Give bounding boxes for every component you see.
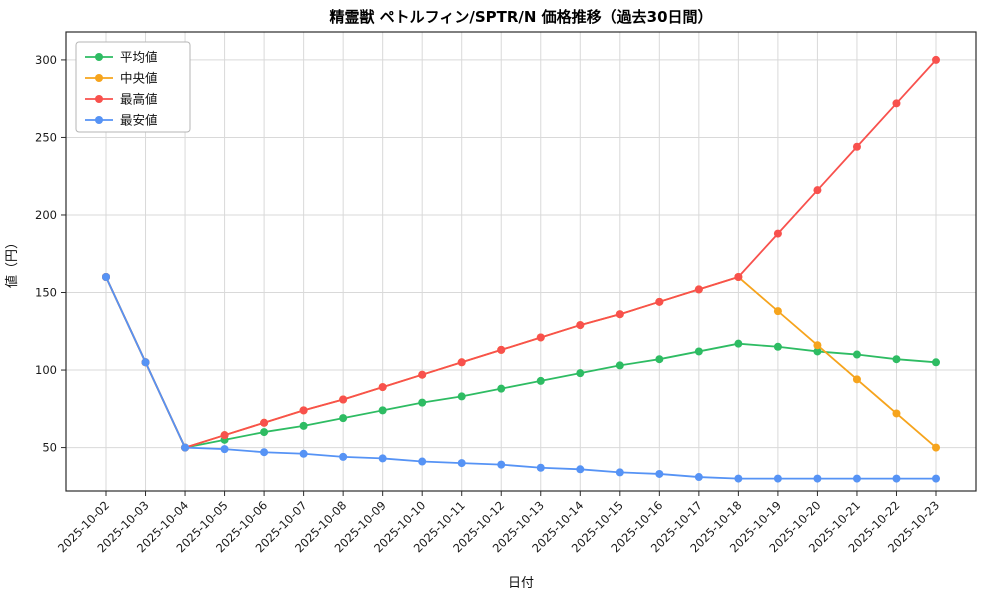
series-marker-平均値 xyxy=(339,414,348,423)
series-marker-最高値 xyxy=(260,418,269,427)
series-marker-平均値 xyxy=(615,361,624,370)
series-marker-最安値 xyxy=(694,473,703,482)
series-marker-最高値 xyxy=(615,310,624,319)
series-marker-最高値 xyxy=(773,229,782,238)
series-marker-最高値 xyxy=(655,297,664,306)
series-marker-最高値 xyxy=(418,370,427,379)
legend xyxy=(75,41,191,133)
series-marker-平均値 xyxy=(497,384,506,393)
series-marker-平均値 xyxy=(655,355,664,364)
series-marker-中央値 xyxy=(932,443,940,452)
series-marker-最安値 xyxy=(655,469,664,478)
series-marker-平均値 xyxy=(576,369,585,378)
legend-label-平均値: 平均値 xyxy=(120,50,158,65)
y-tick-label: 150 xyxy=(35,286,57,300)
series-marker-最高値 xyxy=(497,345,506,354)
series-line-平均値 xyxy=(105,276,937,449)
legend-marker-中央値 xyxy=(95,74,103,82)
y-tick-label: 50 xyxy=(42,441,57,455)
series-marker-平均値 xyxy=(299,421,308,430)
series-marker-最安値 xyxy=(378,454,387,463)
series-marker-平均値 xyxy=(260,428,269,437)
series-marker-最安値 xyxy=(932,474,940,483)
series-marker-最高値 xyxy=(932,55,940,64)
series-marker-最高値 xyxy=(813,186,822,195)
legend-label-最安値: 最安値 xyxy=(120,113,158,128)
series-marker-平均値 xyxy=(536,376,545,385)
series-marker-平均値 xyxy=(457,392,466,401)
series-marker-最高値 xyxy=(457,358,466,367)
series-marker-最安値 xyxy=(141,358,150,367)
series-marker-最安値 xyxy=(497,460,506,469)
series-marker-最高値 xyxy=(220,431,229,440)
series-marker-平均値 xyxy=(418,398,427,407)
legend-label-最高値: 最高値 xyxy=(120,92,158,107)
series-line-中央値 xyxy=(105,276,937,449)
series-marker-最高値 xyxy=(694,285,703,294)
y-tick-label: 250 xyxy=(35,130,57,144)
series-marker-最安値 xyxy=(892,474,901,483)
series-marker-平均値 xyxy=(892,355,901,364)
y-tick-label: 200 xyxy=(35,208,57,222)
series-marker-最安値 xyxy=(615,468,624,477)
series-marker-最高値 xyxy=(852,142,861,151)
legend-marker-最高値 xyxy=(95,95,103,103)
series-marker-中央値 xyxy=(773,307,782,316)
series-marker-最高値 xyxy=(299,406,308,415)
series-marker-最安値 xyxy=(418,457,427,466)
series-marker-最安値 xyxy=(181,443,190,452)
series-marker-最安値 xyxy=(339,452,348,461)
plot-frame xyxy=(65,31,977,492)
series-marker-最安値 xyxy=(773,474,782,483)
plot-area: 501001502002503002025-10-022025-10-03202… xyxy=(35,31,977,555)
series-marker-中央値 xyxy=(852,375,861,384)
y-axis-label: 値（円） xyxy=(4,236,20,288)
series-marker-平均値 xyxy=(694,347,703,356)
series-marker-最高値 xyxy=(378,383,387,392)
series-marker-最安値 xyxy=(576,465,585,474)
series-marker-最安値 xyxy=(102,273,110,282)
series-marker-中央値 xyxy=(813,341,822,350)
series-marker-最安値 xyxy=(457,459,466,468)
series-marker-最安値 xyxy=(299,449,308,458)
series-marker-中央値 xyxy=(892,409,901,418)
series-marker-最高値 xyxy=(536,333,545,342)
legend-label-中央値: 中央値 xyxy=(120,71,158,86)
series-marker-平均値 xyxy=(378,406,387,415)
series-marker-最安値 xyxy=(852,474,861,483)
series-marker-平均値 xyxy=(932,358,940,367)
series-marker-平均値 xyxy=(852,350,861,359)
series-marker-最高値 xyxy=(576,321,585,330)
series-marker-最安値 xyxy=(734,474,743,483)
series-marker-最安値 xyxy=(260,448,269,457)
series-marker-最高値 xyxy=(734,273,743,282)
series-line-最安値 xyxy=(105,276,937,480)
series-marker-最高値 xyxy=(339,395,348,404)
series-marker-最安値 xyxy=(536,463,545,472)
series-marker-最安値 xyxy=(220,445,229,454)
chart-title: 精霊獣 ペトルフィン/SPTR/N 価格推移（過去30日間） xyxy=(329,8,712,26)
legend-marker-平均値 xyxy=(95,53,103,61)
y-tick-label: 100 xyxy=(35,363,57,377)
x-axis-label: 日付 xyxy=(508,576,534,591)
series-marker-最高値 xyxy=(892,99,901,108)
series-marker-平均値 xyxy=(773,342,782,351)
y-tick-label: 300 xyxy=(35,53,57,67)
legend-marker-最安値 xyxy=(95,116,103,124)
series-marker-平均値 xyxy=(813,347,822,356)
series-line-最高値 xyxy=(105,59,937,449)
series-marker-平均値 xyxy=(734,339,743,348)
series-marker-最安値 xyxy=(813,474,822,483)
